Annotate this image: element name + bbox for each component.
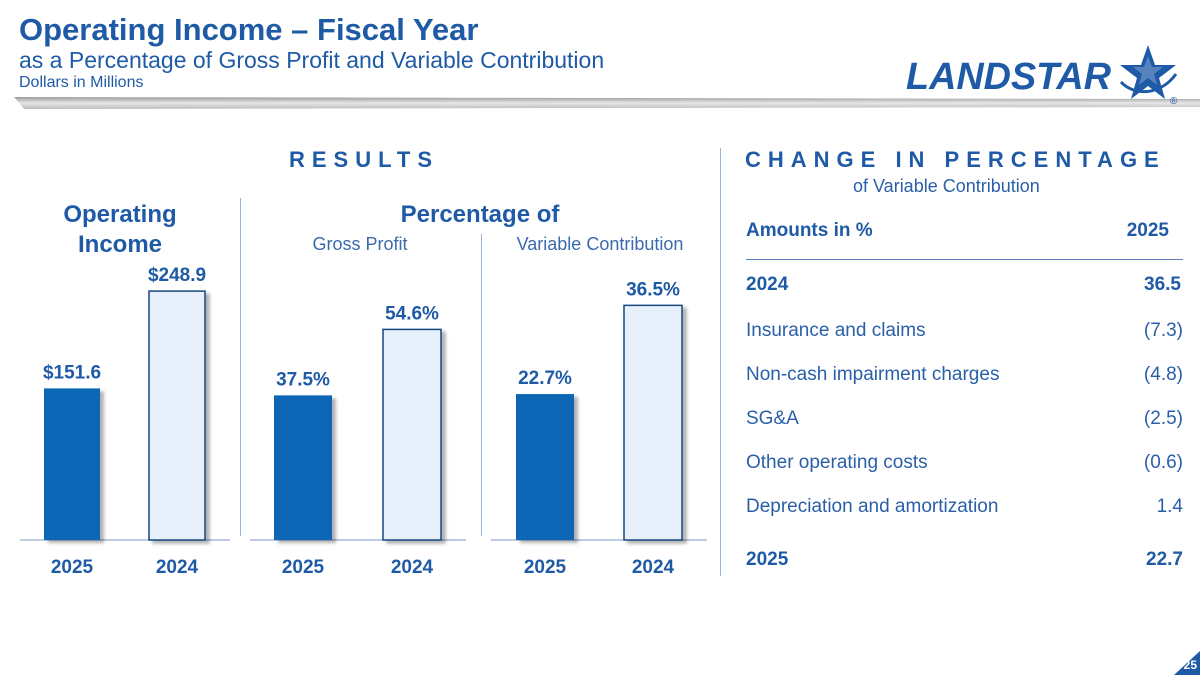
operating-income-heading: Operating Income [63, 201, 177, 258]
header-rule [14, 97, 1200, 109]
data-label: $248.9 [148, 265, 206, 286]
percentage-of-heading: Percentage of [400, 201, 560, 228]
variable-contribution-label: Variable Contribution [516, 234, 684, 254]
table-start-row: 2024 36.5 [746, 274, 1183, 296]
row-value: (2.5) [1143, 408, 1183, 429]
start-label: 2024 [746, 274, 789, 295]
x-tick-label: 2025 [51, 557, 94, 578]
units-note: Dollars in Millions [19, 74, 144, 91]
row-value: (4.8) [1143, 364, 1183, 385]
results-charts: $151.6 2025 $248.9 2024 37.5% 2025 54.6% 2024 22… [20, 265, 707, 578]
row-value: (0.6) [1143, 452, 1183, 473]
bar-2025 [44, 388, 100, 540]
bar-2025 [516, 394, 574, 540]
column-label: Amounts in % [746, 220, 873, 241]
gross-profit-label: Gross Profit [312, 234, 408, 254]
change-title: CHANGE IN PERCENTAGE [745, 147, 1166, 172]
logo-wordmark: LANDSTAR [906, 56, 1112, 98]
row-label: SG&A [746, 408, 799, 429]
row-label: Non-cash impairment charges [746, 364, 1000, 385]
results-title: RESULTS [289, 147, 440, 172]
page-number: 25 [1174, 651, 1200, 675]
bar-2025 [274, 395, 332, 540]
row-value: 1.4 [1156, 496, 1183, 517]
table-row: SG&A (2.5) [746, 408, 1183, 430]
data-label: $151.6 [43, 362, 101, 383]
landstar-logo: LANDSTAR ® [906, 45, 1178, 106]
page-subtitle: as a Percentage of Gross Profit and Vari… [19, 47, 605, 73]
x-tick-label: 2025 [524, 557, 567, 578]
column-year: 2025 [1126, 220, 1169, 241]
bar-2024 [623, 304, 683, 541]
table-row: Non-cash impairment charges (4.8) [746, 364, 1183, 386]
divider-line [240, 198, 241, 536]
bar-2024 [382, 328, 442, 541]
row-label: Depreciation and amortization [746, 496, 999, 517]
table-row: Depreciation and amortization 1.4 [746, 496, 1183, 518]
row-value: (7.3) [1143, 320, 1183, 341]
x-tick-label: 2025 [282, 557, 325, 578]
data-label: 37.5% [276, 369, 330, 390]
table-rule [746, 259, 1183, 260]
x-tick-label: 2024 [391, 557, 434, 578]
row-label: Insurance and claims [746, 320, 926, 341]
divider-line [481, 234, 482, 536]
bar-2024 [148, 290, 206, 541]
end-label: 2025 [746, 549, 789, 570]
table-end-row: 2025 22.7 [746, 549, 1183, 571]
data-label: 36.5% [626, 279, 680, 300]
table-row: Insurance and claims (7.3) [746, 320, 1183, 342]
table-header: Amounts in % 2025 [746, 220, 1183, 242]
star-icon [1119, 45, 1178, 99]
x-tick-label: 2024 [156, 557, 199, 578]
x-tick-label: 2024 [632, 557, 675, 578]
data-label: 22.7% [518, 368, 572, 389]
change-subtitle: of Variable Contribution [853, 176, 1040, 196]
registered-mark: ® [1170, 96, 1178, 106]
section-divider [720, 148, 721, 576]
row-label: Other operating costs [746, 452, 928, 473]
data-label: 54.6% [385, 303, 439, 324]
start-value: 36.5 [1144, 274, 1181, 295]
table-row: Other operating costs (0.6) [746, 452, 1183, 474]
page-title: Operating Income – Fiscal Year [19, 12, 479, 47]
end-value: 22.7 [1146, 549, 1183, 570]
